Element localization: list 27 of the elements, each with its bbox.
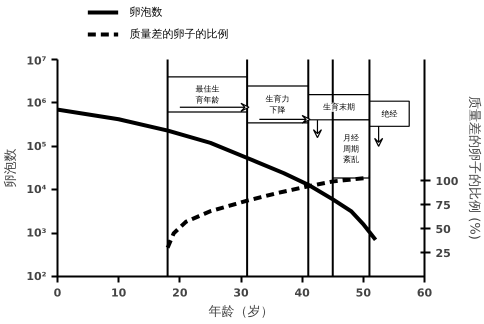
annotation: 最佳生育年龄 bbox=[195, 84, 220, 104]
legend-label: 质量差的卵子的比例 bbox=[130, 28, 229, 40]
x-tick-label: 30 bbox=[233, 286, 249, 300]
x-tick-label: 40 bbox=[294, 286, 310, 300]
x-axis-title: 年龄（岁） bbox=[208, 304, 274, 320]
annotation: 月经周期紊乱 bbox=[343, 134, 360, 164]
y-tick-label: 10⁴ bbox=[26, 183, 47, 196]
x-tick-label: 60 bbox=[416, 286, 432, 300]
annotation: 生育末期 bbox=[322, 102, 355, 112]
y-tick-label: 10² bbox=[26, 270, 47, 283]
annotation: 绝经 bbox=[381, 109, 398, 118]
y2-axis-title: 质量差的卵子的比例 (%) bbox=[466, 96, 482, 240]
y-tick-label: 10⁷ bbox=[26, 54, 47, 68]
legend-label: 卵泡数 bbox=[130, 6, 163, 18]
annotation: 生育力下降 bbox=[266, 94, 290, 114]
x-tick-label: 50 bbox=[356, 286, 372, 300]
y-axis-title: 卵泡数 bbox=[3, 148, 18, 188]
y-tick-label: 10⁵ bbox=[26, 140, 47, 153]
y2-tick-label: 50 bbox=[436, 222, 452, 236]
y-tick-label: 10⁶ bbox=[26, 96, 47, 110]
y2-tick-label: 75 bbox=[436, 198, 451, 212]
y2-tick-label: 25 bbox=[436, 246, 451, 260]
x-tick-label: 0 bbox=[54, 286, 62, 300]
x-tick-label: 20 bbox=[172, 286, 188, 300]
y-tick-label: 10³ bbox=[26, 226, 47, 240]
y2-tick-label: 100 bbox=[436, 174, 459, 188]
x-tick-label: 10 bbox=[111, 286, 127, 300]
